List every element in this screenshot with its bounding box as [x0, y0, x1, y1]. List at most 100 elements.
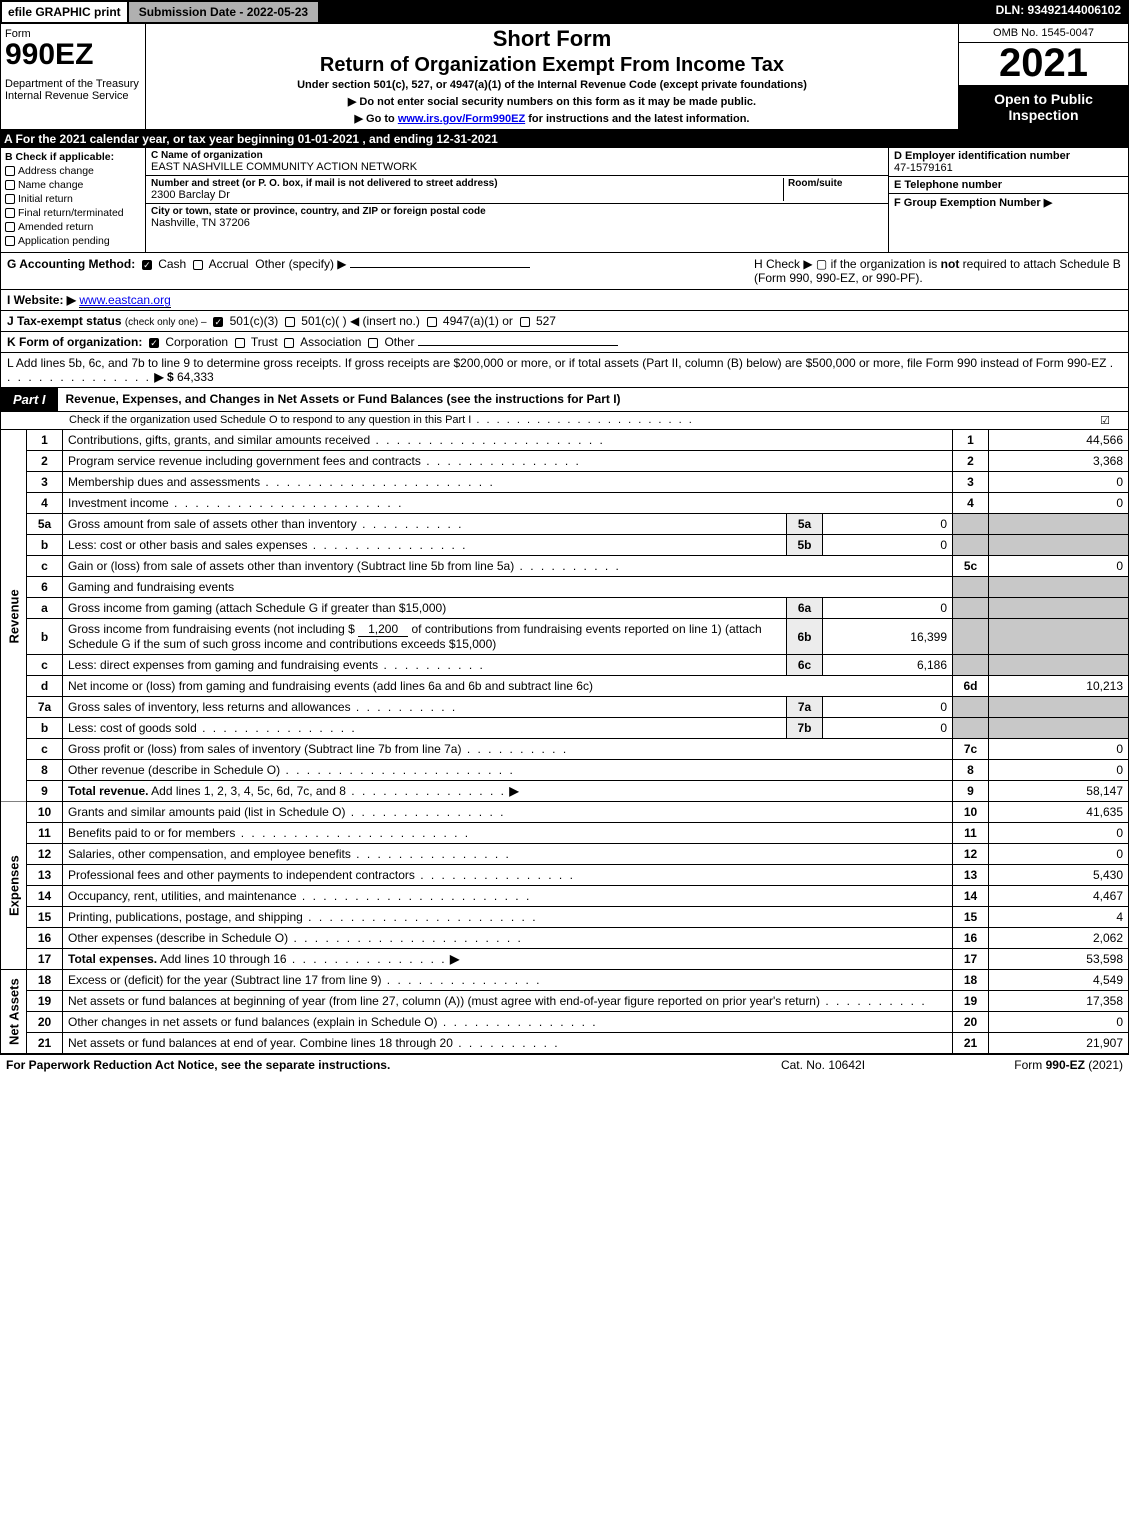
l2-val: 3,368 — [989, 451, 1129, 472]
chk-application-pending[interactable]: Application pending — [5, 235, 141, 247]
g-accrual: Accrual — [209, 257, 249, 271]
footer-right-form: 990-EZ — [1046, 1058, 1085, 1072]
l6c-text: Less: direct expenses from gaming and fu… — [68, 658, 378, 672]
l16-rnum: 16 — [953, 928, 989, 949]
line-20: 20 Other changes in net assets or fund b… — [1, 1012, 1129, 1033]
goto-link[interactable]: www.irs.gov/Form990EZ — [398, 113, 525, 125]
line-15: 15 Printing, publications, postage, and … — [1, 907, 1129, 928]
footer-center: Cat. No. 10642I — [723, 1058, 923, 1072]
g-other: Other (specify) ▶ — [255, 257, 346, 271]
l21-val: 21,907 — [989, 1033, 1129, 1054]
k-corp: Corporation — [165, 335, 228, 349]
l16-val: 2,062 — [989, 928, 1129, 949]
line-7c: c Gross profit or (loss) from sales of i… — [1, 739, 1129, 760]
chk-cash[interactable]: ✓ — [142, 260, 152, 270]
chk-final-return-label: Final return/terminated — [18, 207, 124, 219]
chk-association[interactable] — [284, 338, 294, 348]
line-19: 19 Net assets or fund balances at beginn… — [1, 991, 1129, 1012]
c-name: EAST NASHVILLE COMMUNITY ACTION NETWORK — [151, 161, 883, 173]
g-cash: Cash — [158, 257, 186, 271]
l5b-rshade — [953, 535, 989, 556]
chk-501c[interactable] — [285, 317, 295, 327]
l7c-val: 0 — [989, 739, 1129, 760]
line-2: 2 Program service revenue including gove… — [1, 451, 1129, 472]
l10-rnum: 10 — [953, 802, 989, 823]
l19-num: 19 — [27, 991, 63, 1012]
chk-address-change[interactable]: Address change — [5, 165, 141, 177]
j-note: (check only one) – — [125, 317, 207, 328]
part-i-header: Part I Revenue, Expenses, and Changes in… — [0, 388, 1129, 412]
l5a-vshade — [989, 514, 1129, 535]
line-7b: b Less: cost of goods sold 7b 0 — [1, 718, 1129, 739]
l4-val: 0 — [989, 493, 1129, 514]
l7c-rnum: 7c — [953, 739, 989, 760]
topbar-spacer — [320, 0, 987, 24]
part-i-title: Revenue, Expenses, and Changes in Net As… — [58, 388, 1128, 411]
l3-text: Membership dues and assessments — [68, 475, 260, 489]
l13-text: Professional fees and other payments to … — [68, 868, 415, 882]
e-label: E Telephone number — [894, 179, 1123, 191]
chk-name-change-label: Name change — [18, 179, 83, 191]
l-value: 64,333 — [177, 370, 214, 384]
department: Department of the Treasury — [5, 78, 141, 90]
line-4: 4 Investment income 4 0 — [1, 493, 1129, 514]
section-bcdef: B Check if applicable: Address change Na… — [0, 148, 1129, 253]
l8-val: 0 — [989, 760, 1129, 781]
l6d-val: 10,213 — [989, 676, 1129, 697]
l19-val: 17,358 — [989, 991, 1129, 1012]
j-501c: 501(c)( ) ◀ (insert no.) — [301, 314, 420, 328]
chk-other[interactable] — [368, 338, 378, 348]
l16-num: 16 — [27, 928, 63, 949]
chk-initial-return[interactable]: Initial return — [5, 193, 141, 205]
l6c-sv: 6,186 — [823, 655, 953, 676]
l17-bold: Total expenses. — [68, 952, 157, 966]
e-row: E Telephone number — [889, 177, 1128, 194]
chk-name-change[interactable]: Name change — [5, 179, 141, 191]
g-other-field[interactable] — [350, 267, 530, 268]
l21-rnum: 21 — [953, 1033, 989, 1054]
goto-post: for instructions and the latest informat… — [525, 113, 749, 125]
footer-right: Form 990-EZ (2021) — [923, 1058, 1123, 1072]
part-i-checktext: Check if the organization used Schedule … — [69, 414, 471, 426]
part-i-checkbox[interactable]: ☑ — [1090, 414, 1120, 427]
l8-text: Other revenue (describe in Schedule O) — [68, 763, 280, 777]
footer-left: For Paperwork Reduction Act Notice, see … — [6, 1058, 723, 1072]
under-section: Under section 501(c), 527, or 4947(a)(1)… — [152, 79, 952, 91]
l20-num: 20 — [27, 1012, 63, 1033]
l3-val: 0 — [989, 472, 1129, 493]
l18-rnum: 18 — [953, 970, 989, 991]
chk-trust[interactable] — [235, 338, 245, 348]
l7a-rshade — [953, 697, 989, 718]
chk-4947[interactable] — [427, 317, 437, 327]
l5b-text: Less: cost or other basis and sales expe… — [68, 538, 307, 552]
l6a-num: a — [27, 598, 63, 619]
chk-final-return[interactable]: Final return/terminated — [5, 207, 141, 219]
i-website[interactable]: www.eastcan.org — [79, 293, 170, 308]
l9-rnum: 9 — [953, 781, 989, 802]
l6d-num: d — [27, 676, 63, 697]
chk-amended-return-label: Amended return — [18, 221, 93, 233]
chk-501c3[interactable]: ✓ — [213, 317, 223, 327]
goto-pre: ▶ Go to — [355, 113, 398, 125]
l6a-text: Gross income from gaming (attach Schedul… — [68, 601, 446, 615]
chk-corporation[interactable]: ✓ — [149, 338, 159, 348]
l5a-text: Gross amount from sale of assets other t… — [68, 517, 357, 531]
j-4947: 4947(a)(1) or — [443, 314, 513, 328]
top-bar: efile GRAPHIC print Submission Date - 20… — [0, 0, 1129, 24]
line-9: 9 Total revenue. Total revenue. Add line… — [1, 781, 1129, 802]
l5a-rshade — [953, 514, 989, 535]
part-i-dots — [471, 414, 693, 426]
chk-amended-return[interactable]: Amended return — [5, 221, 141, 233]
form-header: Form 990EZ Department of the Treasury In… — [0, 24, 1129, 130]
sidelabel-netassets: Net Assets — [1, 970, 27, 1054]
line-5a: 5a Gross amount from sale of assets othe… — [1, 514, 1129, 535]
part-i-table: Revenue 1 Contributions, gifts, grants, … — [0, 430, 1129, 1054]
l11-text: Benefits paid to or for members — [68, 826, 235, 840]
col-def: D Employer identification number 47-1579… — [888, 148, 1128, 252]
chk-accrual[interactable] — [193, 260, 203, 270]
efile-label[interactable]: efile GRAPHIC print — [0, 0, 129, 24]
chk-527[interactable] — [520, 317, 530, 327]
k-other-field[interactable] — [418, 345, 618, 346]
l3-num: 3 — [27, 472, 63, 493]
b-label: B Check if applicable: — [5, 151, 141, 163]
